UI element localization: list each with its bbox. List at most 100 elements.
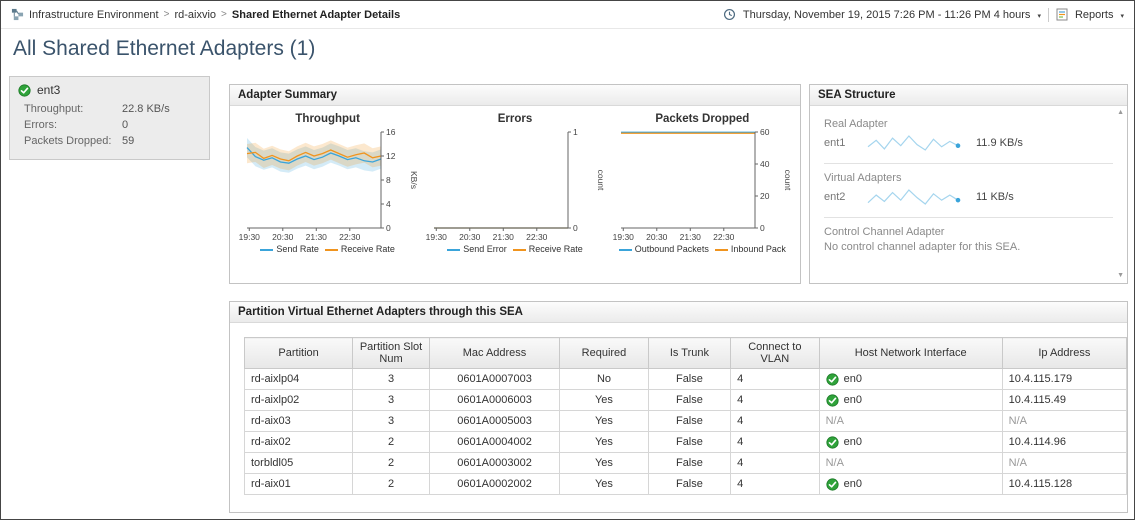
- scroll-down-icon[interactable]: ▼: [1117, 272, 1124, 279]
- col-connect-to-vlan[interactable]: Connect to VLAN: [730, 337, 820, 369]
- vlan-cell: 4: [730, 389, 820, 411]
- reports-caret-icon[interactable]: ▾: [1120, 12, 1124, 20]
- control-channel-label: Control Channel Adapter: [824, 226, 945, 238]
- virtual-adapter-name[interactable]: ent2: [824, 191, 846, 203]
- is-trunk-cell: False: [647, 410, 732, 432]
- panel-title: SEA Structure: [810, 85, 1127, 106]
- mac-address-cell: 0601A0007003: [428, 368, 561, 390]
- is-trunk-cell: False: [647, 368, 732, 390]
- legend-swatch: [714, 248, 728, 251]
- metric-label: Errors:: [24, 119, 57, 131]
- legend-item: Outbound Packets: [618, 244, 709, 254]
- ip-address-cell: 10.4.115.49: [1001, 389, 1128, 411]
- legend-item: Send Rate: [260, 244, 319, 254]
- breadcrumb-separator: >: [163, 9, 170, 20]
- svg-text:22:30: 22:30: [339, 232, 361, 242]
- col-partition[interactable]: Partition: [243, 337, 354, 369]
- legend-item: Receive Rate: [512, 244, 583, 254]
- partition-cell: rd-aixlp02: [243, 389, 354, 411]
- table-header-row: Partition Partition Slot Num Mac Address…: [243, 337, 1128, 369]
- col-slot-num[interactable]: Partition Slot Num: [352, 337, 430, 369]
- reports-button[interactable]: Reports: [1074, 8, 1114, 21]
- chart-title: Packets Dropped: [655, 113, 750, 125]
- col-ip-address[interactable]: Ip Address: [1001, 337, 1128, 369]
- svg-text:0: 0: [386, 223, 391, 233]
- sea-structure-panel: SEA Structure Real Adapter ent1 11.9 KB/…: [809, 84, 1128, 284]
- adapter-card-metrics: Throughput: 22.8 KB/s Errors: 0 Packets …: [10, 100, 209, 149]
- slot-num-cell: 3: [352, 389, 430, 411]
- partition-table-body: rd-aixlp04 3 0601A0007003 No False 4 en0 10.4.1…: [243, 368, 1128, 495]
- legend-item: Send Error: [447, 244, 507, 254]
- breadcrumb-separator: >: [221, 9, 227, 20]
- chart-throughput: Throughput 0 4 8 12 16 KB/s 19:30 20:30 21:30 22:…: [234, 108, 421, 254]
- breadcrumb-current: Shared Ethernet Adapter Details: [231, 8, 401, 21]
- real-adapter-sparkline: [864, 132, 968, 154]
- svg-text:0: 0: [760, 223, 765, 233]
- breadcrumb-item[interactable]: Infrastructure Environment: [29, 8, 159, 21]
- svg-text:count: count: [783, 170, 793, 191]
- svg-text:0: 0: [573, 223, 578, 233]
- virtual-adapter-value: 11 KB/s: [976, 191, 1014, 203]
- metric-value: 22.8 KB/s: [122, 103, 170, 115]
- virtual-adapter-sparkline: [864, 186, 968, 208]
- real-adapter-value: 11.9 KB/s: [976, 137, 1023, 149]
- host-interface-cell: N/A: [818, 410, 1003, 432]
- panel-title: Adapter Summary: [230, 85, 800, 106]
- col-is-trunk[interactable]: Is Trunk: [647, 337, 732, 369]
- time-range-icon: [723, 8, 736, 21]
- charts-row: Throughput 0 4 8 12 16 KB/s 19:30 20:30 21:30 22:…: [230, 106, 800, 254]
- partition-cell: rd-aix01: [243, 473, 354, 495]
- slot-num-cell: 2: [352, 431, 430, 453]
- status-ok-icon: [825, 435, 839, 449]
- ip-address-cell: N/A: [1001, 410, 1128, 432]
- host-interface-name: en0: [843, 394, 862, 406]
- adapter-card-ent3[interactable]: ent3 Throughput: 22.8 KB/s Errors: 0 Pac…: [9, 76, 210, 160]
- mac-address-cell: 0601A0005003: [428, 410, 561, 432]
- table-row[interactable]: rd-aixlp04 3 0601A0007003 No False 4 en0 10.4.1…: [243, 368, 1128, 390]
- legend-item: Inbound Pack: [714, 244, 786, 254]
- mac-address-cell: 0601A0006003: [428, 389, 561, 411]
- svg-text:4: 4: [386, 199, 391, 209]
- col-mac-address[interactable]: Mac Address: [428, 337, 561, 369]
- table-row[interactable]: rd-aixlp02 3 0601A0006003 Yes False 4 en0 10.4.…: [243, 389, 1128, 411]
- adapter-summary-panel: Adapter Summary Throughput 0 4 8 12 16 KB/s 19…: [229, 84, 801, 284]
- ip-address-cell: N/A: [1001, 452, 1128, 474]
- metric-value: 59: [122, 135, 135, 147]
- host-interface-name: en0: [843, 436, 862, 448]
- svg-text:21:30: 21:30: [493, 232, 515, 242]
- required-cell: Yes: [559, 389, 649, 411]
- ip-address-cell: 10.4.114.96: [1001, 431, 1128, 453]
- mac-address-cell: 0601A0004002: [428, 431, 561, 453]
- breadcrumb-item[interactable]: rd-aixvio: [174, 8, 217, 21]
- slot-num-cell: 2: [352, 452, 430, 474]
- partition-table: Partition Partition Slot Num Mac Address…: [243, 337, 1128, 495]
- table-row[interactable]: rd-aix01 2 0601A0002002 Yes False 4 en0 10.4.11…: [243, 473, 1128, 495]
- svg-text:20:30: 20:30: [646, 232, 668, 242]
- svg-text:40: 40: [760, 159, 770, 169]
- chart-plot: 0 1 count 19:30 20:30 21:30 22:30: [422, 126, 608, 244]
- scroll-up-icon[interactable]: ▲: [1117, 109, 1124, 116]
- legend-swatch: [618, 248, 632, 251]
- host-interface-cell: en0: [818, 473, 1003, 495]
- control-channel-section: Control Channel Adapter No control chann…: [824, 218, 1113, 262]
- col-required[interactable]: Required: [559, 337, 649, 369]
- col-host-network-interface[interactable]: Host Network Interface: [818, 337, 1003, 369]
- slot-num-cell: 3: [352, 368, 430, 390]
- real-adapter-name[interactable]: ent1: [824, 137, 846, 149]
- top-bar: Infrastructure Environment > rd-aixvio >…: [1, 1, 1134, 29]
- table-row[interactable]: rd-aix02 2 0601A0004002 Yes False 4 en0 10.4.11…: [243, 431, 1128, 453]
- svg-text:19:30: 19:30: [426, 232, 448, 242]
- table-row[interactable]: torbldl05 2 0601A0003002 Yes False 4 N/A N/A: [243, 452, 1128, 474]
- vlan-cell: 4: [730, 410, 820, 432]
- time-range-caret-icon[interactable]: ▾: [1037, 12, 1041, 20]
- time-range-label[interactable]: Thursday, November 19, 2015 7:26 PM - 11…: [742, 8, 1031, 21]
- sea-structure-body: Real Adapter ent1 11.9 KB/s Virtual Adap…: [810, 106, 1127, 262]
- svg-text:20:30: 20:30: [272, 232, 294, 242]
- partition-cell: rd-aix03: [243, 410, 354, 432]
- table-row[interactable]: rd-aix03 3 0601A0005003 Yes False 4 N/A N/A: [243, 410, 1128, 432]
- svg-text:20:30: 20:30: [459, 232, 481, 242]
- metric-value: 0: [122, 119, 129, 131]
- is-trunk-cell: False: [647, 452, 732, 474]
- chart-legend: Outbound Packets Inbound Pack: [618, 244, 786, 254]
- svg-text:19:30: 19:30: [238, 232, 260, 242]
